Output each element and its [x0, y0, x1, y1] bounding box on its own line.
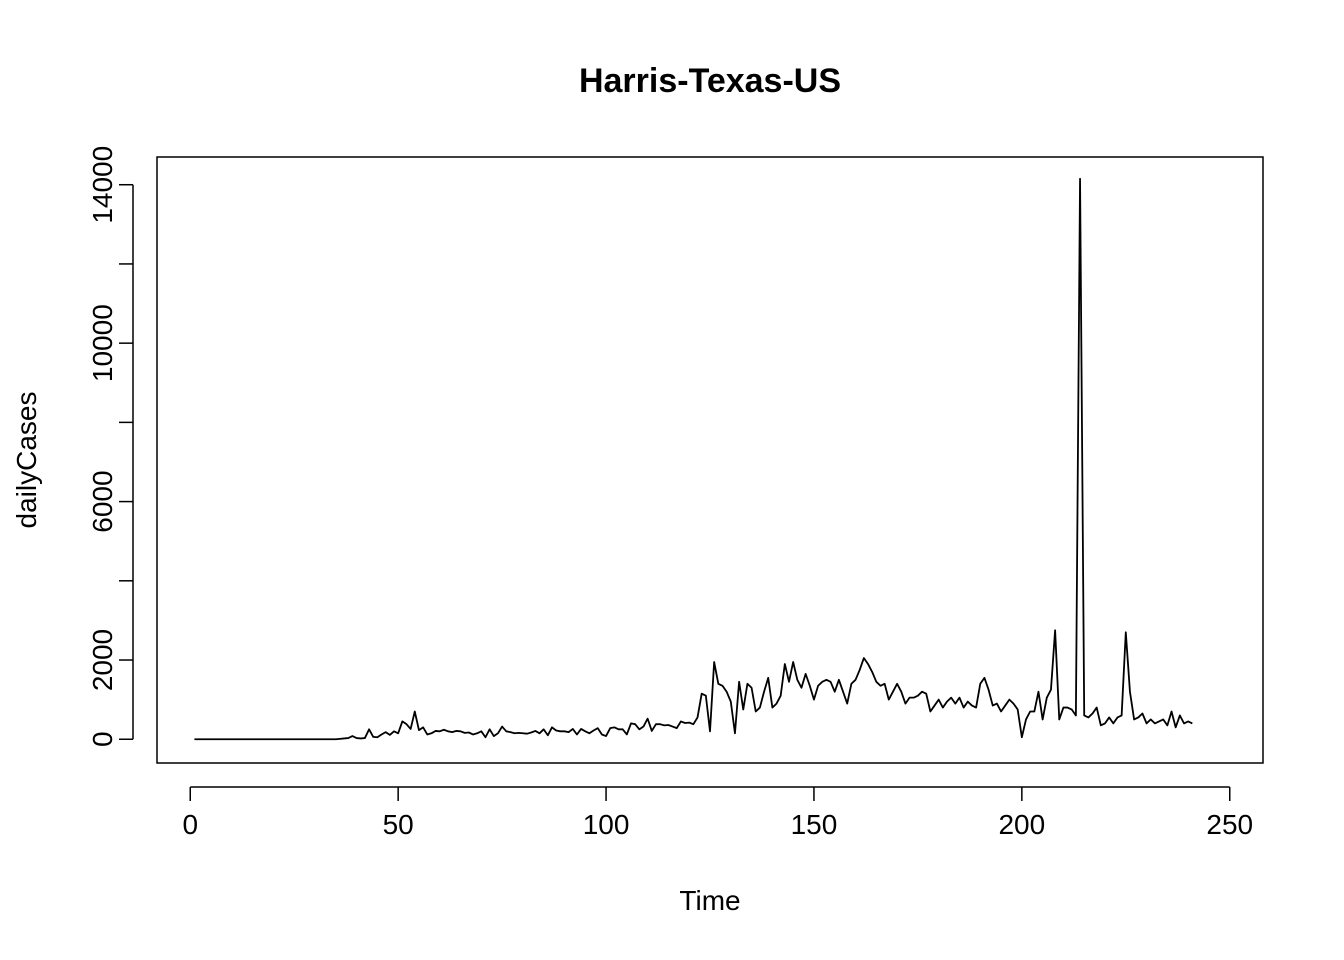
x-axis-label: Time — [679, 885, 740, 916]
y-tick-label: 6000 — [87, 470, 118, 532]
y-tick-label: 0 — [87, 731, 118, 747]
x-tick-label: 150 — [791, 809, 838, 840]
y-tick-label: 10000 — [87, 304, 118, 382]
y-axis-label: dailyCases — [11, 392, 42, 529]
x-tick-label: 250 — [1206, 809, 1253, 840]
x-tick-label: 200 — [998, 809, 1045, 840]
x-tick-label: 50 — [383, 809, 414, 840]
plot-box — [156, 156, 1264, 764]
chart-title: Harris-Texas-US — [579, 62, 841, 100]
y-axis: 0 2000 6000 10000 14000 — [87, 146, 134, 747]
x-tick-label: 0 — [182, 809, 198, 840]
y-tick-label: 14000 — [87, 146, 118, 224]
x-tick-label: 100 — [583, 809, 630, 840]
x-axis: 0 50 100 150 200 250 — [182, 786, 1253, 840]
daily-cases-line — [194, 177, 1193, 741]
y-tick-label: 2000 — [87, 629, 118, 691]
